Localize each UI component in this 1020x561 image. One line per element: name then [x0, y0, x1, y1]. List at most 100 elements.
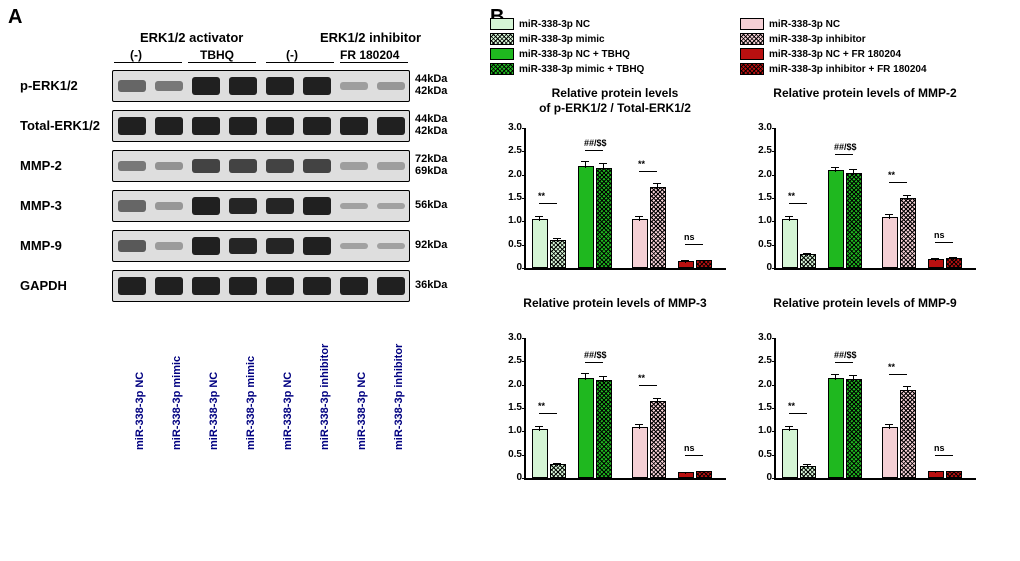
activator-label: ERK1/2 activator	[140, 30, 243, 45]
bar	[828, 170, 844, 268]
legend-item: miR-338-3p NC	[740, 18, 990, 30]
errorbar-icon	[853, 376, 854, 381]
errorcap-icon	[599, 376, 607, 377]
chart: Relative protein levels of MMP-300.51.01…	[490, 296, 740, 496]
sig-text: **	[888, 170, 895, 180]
tick-icon	[772, 431, 776, 432]
lane-label: miR-338-3p mimic	[171, 356, 201, 450]
bar	[946, 471, 962, 478]
errorbar-icon	[789, 217, 790, 222]
blot-rows: p-ERK1/2 44kDa 42kDaTotal-ERK1/244kDa 42k…	[20, 70, 470, 304]
errorbar-icon	[889, 215, 890, 219]
tick-icon	[772, 338, 776, 339]
bar	[678, 472, 694, 478]
errorbar-icon	[639, 217, 640, 222]
chart: Relative protein levels of MMP-200.51.01…	[740, 86, 990, 286]
errorbar-icon	[703, 261, 704, 263]
blot-row: MMP-272kDa 69kDa	[20, 150, 470, 184]
lane-label: miR-338-3p mimic	[245, 356, 275, 450]
y-tick-label: 1.5	[500, 402, 522, 413]
sig-line-icon	[835, 362, 853, 363]
blot-box	[112, 70, 410, 102]
legend-item: miR-338-3p NC	[490, 18, 740, 30]
swatch-icon	[490, 63, 514, 75]
sig-line-icon	[685, 455, 703, 456]
kda-label: 56kDa	[415, 199, 447, 211]
sig-text: ##/$$	[584, 350, 607, 360]
errorcap-icon	[681, 260, 689, 261]
errorcap-icon	[581, 373, 589, 374]
panel-a: ERK1/2 activator ERK1/2 inhibitor (-) TB…	[20, 30, 470, 304]
kda-label: 44kDa 42kDa	[415, 113, 447, 137]
band	[266, 117, 294, 134]
band	[303, 237, 331, 254]
errorcap-icon	[535, 426, 543, 427]
swatch-icon	[740, 18, 764, 30]
bar	[632, 427, 648, 478]
y-tick-label: 2.0	[750, 379, 772, 390]
band	[377, 203, 405, 210]
sig-line-icon	[889, 374, 907, 375]
band	[340, 162, 368, 169]
charts: Relative protein levels of p-ERK1/2 / To…	[490, 86, 1010, 506]
errorcap-icon	[831, 374, 839, 375]
legend-text: miR-338-3p inhibitor + FR 180204	[769, 64, 927, 75]
sig-line-icon	[585, 150, 603, 151]
bar	[928, 471, 944, 478]
errorbar-icon	[639, 425, 640, 429]
errorbar-icon	[585, 374, 586, 380]
y-tick-label: 1.0	[500, 215, 522, 226]
errorbar-icon	[703, 472, 704, 473]
swatch-icon	[740, 48, 764, 60]
sig-line-icon	[639, 385, 657, 386]
errorcap-icon	[885, 424, 893, 425]
band	[192, 197, 220, 214]
bar	[696, 260, 712, 268]
bar	[550, 464, 566, 478]
y-tick-label: 2.5	[500, 145, 522, 156]
errorbar-icon	[935, 472, 936, 473]
legend-item: miR-338-3p mimic	[490, 33, 740, 45]
sig-line-icon	[639, 171, 657, 172]
legend-text: miR-338-3p NC + FR 180204	[769, 49, 901, 60]
band	[192, 159, 220, 173]
errorbar-icon	[807, 465, 808, 467]
blot-label: p-ERK1/2	[20, 78, 110, 93]
bar	[882, 217, 898, 268]
swatch-icon	[490, 48, 514, 60]
y-tick-label: 1.0	[500, 425, 522, 436]
bar	[596, 168, 612, 268]
blot-row: MMP-3 56kDa	[20, 190, 470, 224]
legend-col-right: miR-338-3p NCmiR-338-3p inhibitormiR-338…	[740, 18, 990, 78]
errorbar-icon	[889, 425, 890, 429]
tick-icon	[772, 175, 776, 176]
band	[340, 117, 368, 134]
y-tick-label: 2.5	[750, 145, 772, 156]
lane-label: miR-338-3p inhibitor	[319, 344, 349, 450]
blot-row: Total-ERK1/244kDa 42kDa	[20, 110, 470, 144]
errorcap-icon	[849, 375, 857, 376]
y-tick-label: 3.0	[750, 332, 772, 343]
legend-item: miR-338-3p mimic + TBHQ	[490, 63, 740, 75]
errorbar-icon	[539, 217, 540, 222]
y-tick-label: 2.5	[500, 355, 522, 366]
bar	[632, 219, 648, 268]
blot-label: MMP-3	[20, 198, 110, 213]
sig-text: **	[638, 159, 645, 169]
y-tick-label: 2.0	[500, 379, 522, 390]
sig-text: **	[538, 191, 545, 201]
sig-text: **	[888, 362, 895, 372]
sig-text: ns	[934, 230, 945, 240]
errorcap-icon	[803, 464, 811, 465]
tick-icon	[772, 385, 776, 386]
bar	[800, 254, 816, 268]
errorcap-icon	[681, 472, 689, 473]
y-tick-label: 1.5	[750, 192, 772, 203]
errorcap-icon	[931, 258, 939, 259]
sig-text: ##/$$	[834, 142, 857, 152]
band	[303, 159, 331, 173]
legend-text: miR-338-3p mimic + TBHQ	[519, 64, 644, 75]
sig-line-icon	[685, 244, 703, 245]
band	[303, 197, 331, 214]
errorbar-icon	[585, 162, 586, 168]
